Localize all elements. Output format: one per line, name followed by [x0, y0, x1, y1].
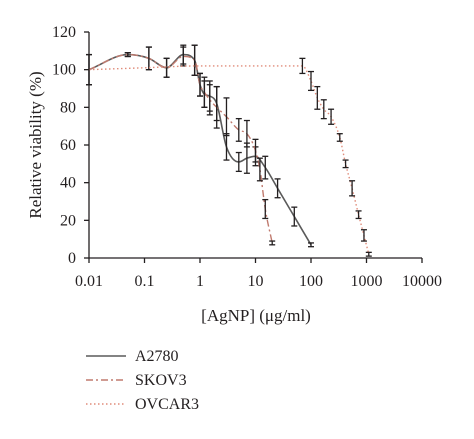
error-bar: [355, 210, 362, 220]
error-bar: [314, 85, 321, 110]
y-tick-label: 20: [60, 212, 76, 229]
error-bar: [365, 251, 372, 257]
y-tick-label: 0: [68, 250, 76, 267]
y-tick-label: 100: [52, 62, 76, 79]
error-bar: [336, 133, 343, 142]
plot-area: [86, 44, 372, 257]
error-bar: [252, 138, 259, 163]
legend-label-skov3: SKOV3: [135, 372, 187, 389]
error-bar: [213, 85, 220, 129]
legend: A2780 SKOV3 OVCAR3: [86, 348, 199, 413]
error-bar: [349, 180, 356, 197]
error-bar: [274, 178, 281, 199]
error-bar: [291, 206, 298, 227]
error-bar: [262, 155, 269, 180]
y-tick-label: 40: [60, 175, 76, 192]
legend-label-ovcar3: OVCAR3: [135, 396, 199, 413]
error-bar: [308, 242, 314, 248]
x-tick-label: 10: [248, 273, 264, 290]
error-bar: [328, 108, 335, 125]
error-bar: [191, 44, 198, 76]
error-bar: [197, 72, 203, 97]
error-bar: [206, 84, 213, 116]
legend-label-a2780: A2780: [135, 348, 179, 365]
series-ovcar3: [88, 57, 372, 257]
x-axis-title: [AgNP] (μg/ml): [201, 306, 311, 325]
x-tick-label: 10000: [402, 273, 442, 290]
x-tick-label: 0.1: [135, 273, 155, 290]
error-bar: [145, 46, 152, 71]
error-bar: [256, 157, 263, 182]
error-bar: [163, 57, 170, 78]
error-bar: [342, 159, 349, 169]
error-bar: [235, 117, 242, 142]
axes: 0 20 40 60 80 100 120 0.01 0.1 1 10 100 1000 10000: [52, 24, 442, 290]
error-bar: [360, 229, 367, 242]
y-tick-label: 80: [60, 99, 76, 116]
x-tick-label: 100: [299, 273, 323, 290]
x-tick-label: 1: [196, 273, 204, 290]
error-bar: [269, 240, 276, 246]
error-bar: [201, 76, 208, 108]
error-bar: [299, 57, 306, 75]
error-bar: [243, 119, 250, 148]
x-tick-label: 1000: [351, 273, 383, 290]
x-tick-label: 0.01: [75, 273, 103, 290]
y-axis-title: Relative viability (%): [26, 71, 45, 218]
error-bar: [308, 70, 314, 92]
series-line-skov3: [88, 53, 273, 244]
series-skov3: [86, 44, 276, 246]
error-bar: [223, 97, 230, 137]
error-bar: [124, 52, 131, 58]
y-tick-label: 60: [60, 137, 76, 154]
error-bar: [235, 151, 242, 173]
error-bar: [320, 99, 327, 120]
y-tick-label: 120: [52, 24, 76, 41]
error-bar: [262, 198, 269, 220]
